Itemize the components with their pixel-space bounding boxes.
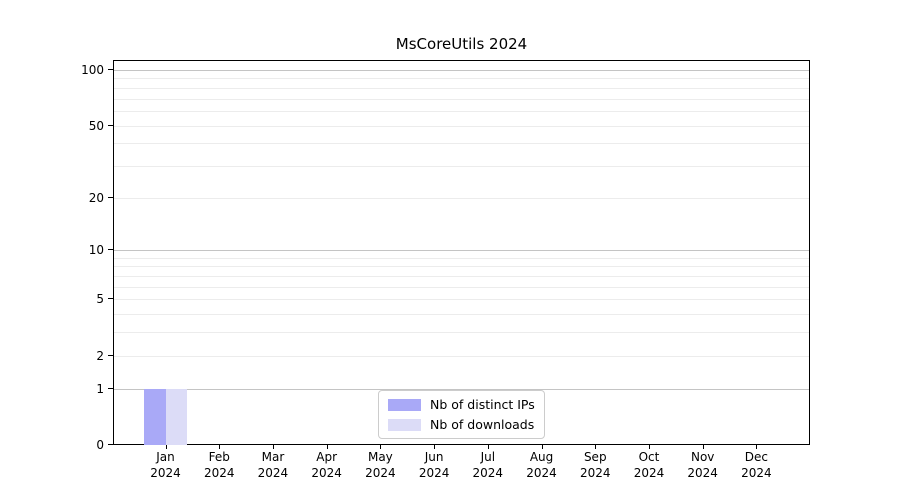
x-tick-month: Dec [744, 450, 769, 464]
minor-gridline [114, 286, 809, 288]
chart-title: MsCoreUtils 2024 [395, 35, 528, 53]
minor-gridline [114, 257, 809, 259]
x-tick-label: Sep 2024 [563, 449, 627, 481]
minor-gridline [114, 266, 809, 268]
x-tick-mark [434, 445, 436, 449]
x-tick-year: 2024 [633, 466, 665, 480]
y-tick-mark [108, 387, 113, 389]
y-tick-label: 5 [96, 292, 104, 307]
x-tick-label: Feb 2024 [187, 449, 251, 481]
x-tick-month: Mar [261, 450, 285, 464]
x-tick-year: 2024 [257, 466, 289, 480]
bar-distinct-ips [144, 388, 166, 445]
x-tick-year: 2024 [365, 466, 396, 480]
x-tick-mark [595, 445, 597, 449]
y-tick-label: 10 [88, 243, 104, 258]
minor-gridline [114, 110, 809, 112]
y-tick-label: 2 [96, 348, 104, 363]
x-tick-mark [702, 445, 704, 449]
y-tick-mark [108, 298, 113, 300]
x-tick-mark [272, 445, 274, 449]
y-tick-mark [108, 69, 113, 70]
x-tick-year: 2024 [150, 466, 181, 480]
x-tick-mark [165, 445, 167, 449]
x-tick-year: 2024 [741, 466, 772, 480]
y-tick-mark [108, 249, 113, 251]
legend-swatch-distinct-ips [388, 398, 421, 411]
minor-gridline [114, 87, 809, 89]
legend-item-distinct-ips: Nb of distinct IPs [388, 396, 535, 413]
x-tick-label: Apr 2024 [295, 449, 359, 481]
y-tick-mark [108, 354, 113, 356]
x-tick-month: Nov [690, 450, 715, 464]
legend: Nb of distinct IPs Nb of downloads [378, 390, 545, 439]
x-tick-month: Jul [480, 450, 496, 464]
y-tick-label: 50 [88, 118, 104, 133]
y-tick-label: 0 [96, 438, 104, 452]
plot-area [113, 60, 810, 445]
x-tick-year: 2024 [203, 466, 235, 480]
legend-label-downloads: Nb of downloads [430, 417, 535, 432]
minor-gridline [114, 314, 809, 316]
legend-label-distinct-ips: Nb of distinct IPs [430, 397, 535, 412]
x-tick-mark [756, 445, 758, 449]
y-tick-label: 100 [81, 63, 104, 77]
x-tick-label: Nov 2024 [671, 449, 735, 481]
minor-gridline [114, 143, 809, 145]
x-tick-month: Oct [638, 450, 660, 464]
x-tick-year: 2024 [687, 466, 718, 480]
x-tick-month: Sep [583, 450, 607, 464]
x-tick-mark [541, 445, 543, 449]
y-tick-label: 20 [88, 190, 104, 205]
x-tick-mark [326, 445, 328, 449]
minor-gridline [114, 299, 809, 301]
major-gridline [114, 388, 809, 390]
x-tick-mark [487, 445, 489, 449]
legend-swatch-downloads [388, 418, 421, 431]
minor-gridline [114, 355, 809, 357]
bar-downloads [165, 388, 187, 445]
x-tick-month: May [367, 450, 393, 464]
minor-gridline [114, 276, 809, 278]
minor-gridline [114, 165, 809, 167]
x-tick-label: Mar 2024 [241, 449, 305, 481]
x-tick-label: Jan 2024 [134, 449, 198, 481]
x-tick-label: Oct 2024 [617, 449, 681, 481]
major-gridline [114, 70, 809, 71]
x-tick-month: Apr [316, 450, 338, 464]
x-tick-label: May 2024 [348, 449, 412, 481]
x-tick-mark [380, 445, 382, 449]
x-tick-label: Aug 2024 [510, 449, 574, 481]
minor-gridline [114, 98, 809, 100]
y-tick-mark [108, 124, 113, 126]
x-tick-year: 2024 [526, 466, 557, 480]
x-tick-year: 2024 [418, 466, 450, 480]
x-tick-year: 2024 [311, 466, 342, 480]
x-tick-mark [219, 445, 221, 449]
minor-gridline [114, 78, 809, 80]
y-tick-mark [108, 444, 113, 445]
x-tick-label: Jul 2024 [456, 449, 520, 481]
legend-item-downloads: Nb of downloads [388, 416, 535, 433]
x-tick-month: Jun [424, 450, 444, 464]
y-tick-mark [108, 196, 113, 198]
x-tick-month: Jan [156, 450, 175, 464]
minor-gridline [114, 197, 809, 199]
x-tick-label: Dec 2024 [724, 449, 788, 481]
x-tick-month: Feb [208, 450, 230, 464]
x-tick-month: Aug [529, 450, 554, 464]
minor-gridline [114, 125, 809, 127]
x-tick-label: Jun 2024 [402, 449, 466, 481]
y-tick-label: 1 [96, 381, 104, 396]
x-tick-year: 2024 [579, 466, 611, 480]
major-gridline [114, 250, 809, 252]
x-tick-mark [648, 445, 650, 449]
minor-gridline [114, 332, 809, 334]
x-tick-year: 2024 [472, 466, 504, 480]
